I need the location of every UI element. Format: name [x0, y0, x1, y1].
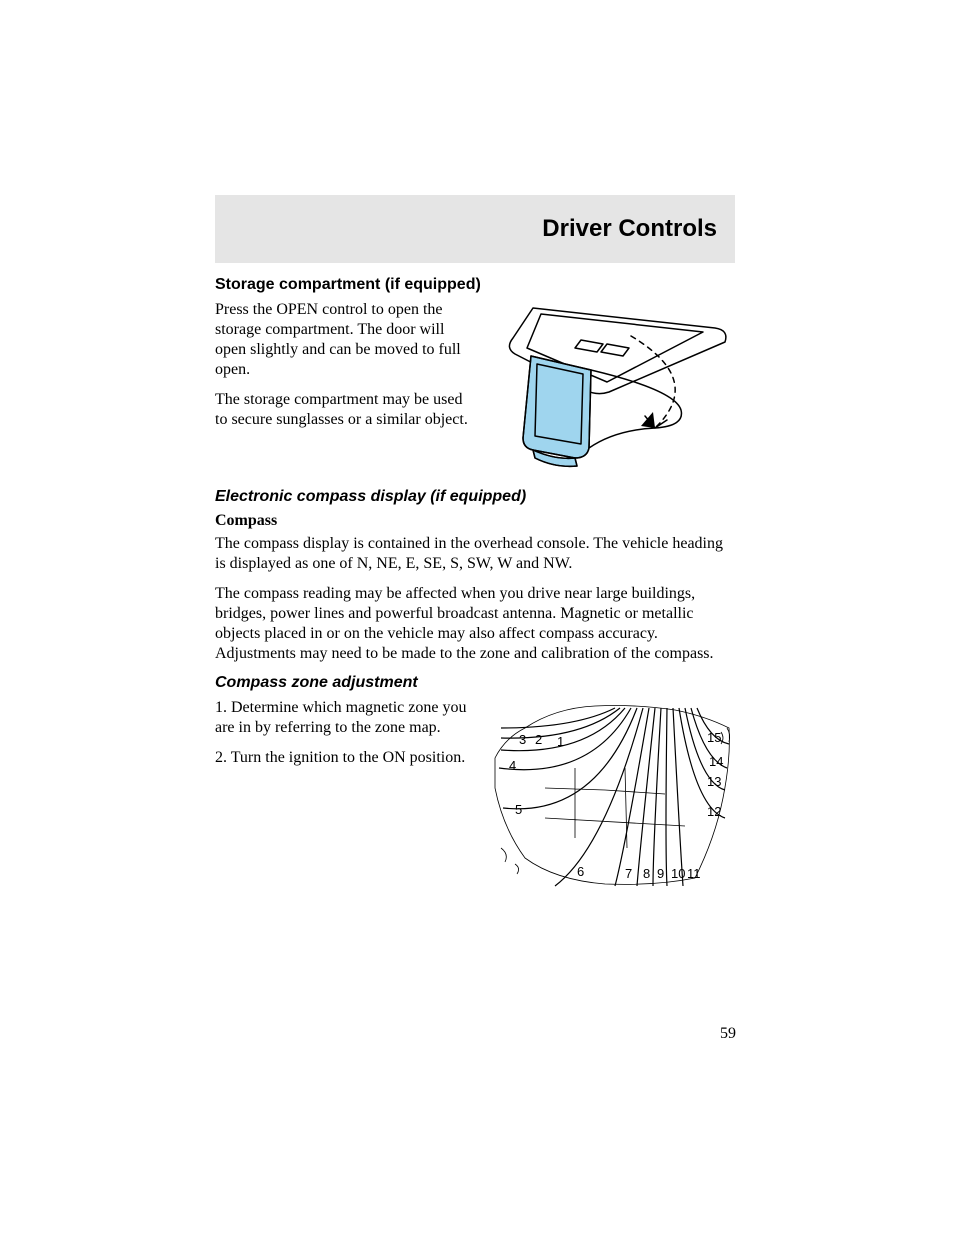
zone-label: 12 — [707, 804, 721, 819]
heading-storage: Storage compartment (if equipped) — [215, 276, 735, 294]
zone-label: 2 — [535, 732, 542, 747]
zone-label: 8 — [643, 866, 650, 881]
zone-p2: 2. Turn the ignition to the ON position. — [215, 748, 471, 768]
compass-p1: The compass display is contained in the … — [215, 534, 735, 574]
section-header: Driver Controls — [215, 195, 735, 263]
zone-row: 1. Determine which magnetic zone you are… — [215, 698, 735, 898]
zone-label: 4 — [509, 758, 516, 773]
zone-label: 9 — [657, 866, 664, 881]
section-title: Driver Controls — [542, 215, 717, 243]
zone-label: 7 — [625, 866, 632, 881]
zone-label: 10 — [671, 866, 685, 881]
zone-label: 15 — [707, 730, 721, 745]
compass-zone-map-illustration: 123456789101112131415 — [485, 698, 735, 898]
compass-p2: The compass reading may be affected when… — [215, 584, 735, 664]
zone-label: 11 — [687, 866, 701, 881]
page-content: Storage compartment (if equipped) Press … — [215, 276, 735, 916]
subheading-compass: Compass — [215, 512, 735, 530]
zone-label: 5 — [515, 802, 522, 817]
zone-text-col: 1. Determine which magnetic zone you are… — [215, 698, 471, 898]
storage-p2: The storage compartment may be used to s… — [215, 390, 471, 430]
zone-label: 1 — [557, 734, 564, 749]
storage-p1: Press the OPEN control to open the stora… — [215, 300, 471, 380]
zone-label: 14 — [709, 754, 723, 769]
zone-label: 13 — [707, 774, 721, 789]
zone-label: 6 — [577, 864, 584, 879]
zone-figure-col: 123456789101112131415 — [485, 698, 735, 898]
overhead-console-illustration — [485, 300, 735, 470]
heading-compass-display: Electronic compass display (if equipped) — [215, 488, 735, 506]
zone-label: 3 — [519, 732, 526, 747]
storage-row: Press the OPEN control to open the stora… — [215, 300, 735, 470]
page-number: 59 — [720, 1025, 736, 1043]
storage-figure-col — [485, 300, 735, 470]
heading-zone-adjust: Compass zone adjustment — [215, 674, 735, 692]
zone-p1: 1. Determine which magnetic zone you are… — [215, 698, 471, 738]
storage-text-col: Press the OPEN control to open the stora… — [215, 300, 471, 470]
